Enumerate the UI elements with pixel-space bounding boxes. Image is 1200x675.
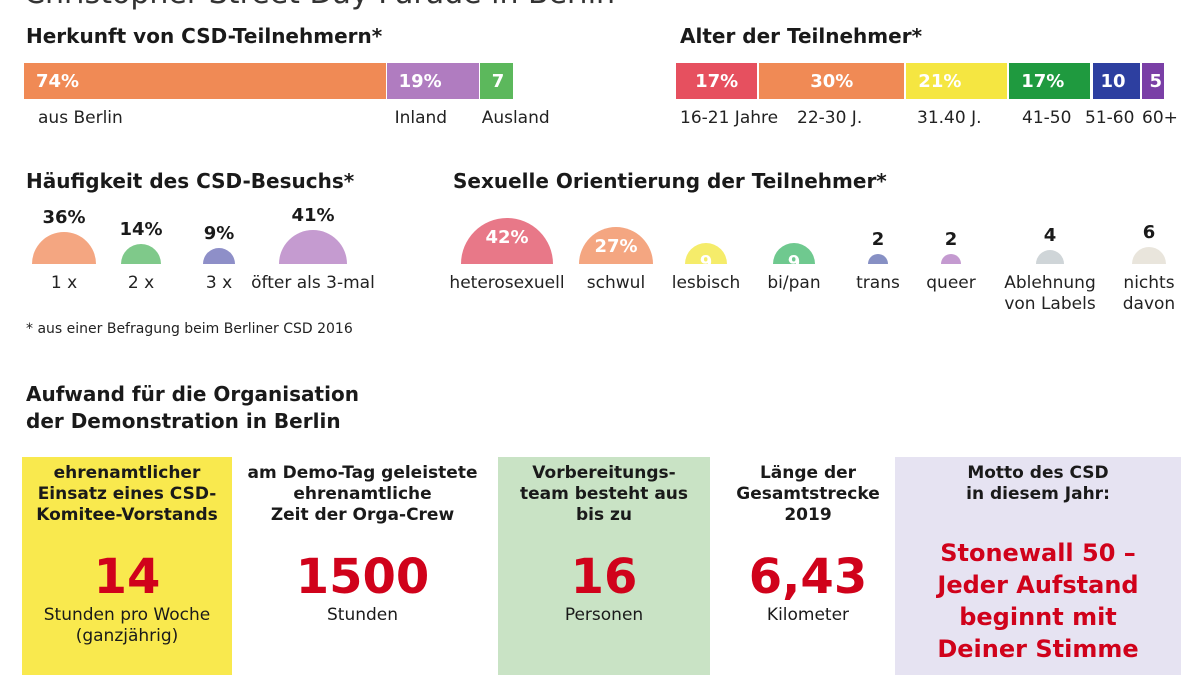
orientation-label-0: heterosexuell: [449, 273, 565, 293]
frequency-label-1: 2 x: [127, 273, 155, 293]
orientation-dome-2: [684, 242, 728, 264]
origin-label-2: Ausland: [481, 108, 550, 128]
orientation-dome-7: [1131, 246, 1167, 264]
frequency-dome-1: [121, 244, 161, 264]
age-label-3: 41-50: [1022, 108, 1072, 128]
age-label-1: 22-30 J.: [797, 108, 863, 128]
orga-title-line2: der Demonstration in Berlin: [26, 409, 341, 433]
age-segment-1: 30%: [759, 63, 905, 99]
box-crew-hours: am Demo-Tag geleistete ehrenamtliche Zei…: [245, 457, 480, 675]
box-board-hours-unit: Stunden pro Woche (ganzjährig): [43, 605, 211, 646]
frequency-label-3: öfter als 3-mal: [251, 273, 375, 293]
frequency-value-1: 14%: [119, 219, 163, 241]
frequency-dome-0: [32, 232, 96, 264]
orga-title-line1: Aufwand für die Organisation: [26, 382, 359, 406]
box-board-hours-title: ehrenamtlicher Einsatz eines CSD- Komite…: [36, 463, 218, 525]
orientation-value-3: 9: [787, 251, 801, 273]
age-segment-4: 10: [1092, 63, 1140, 99]
box-route-length: Länge der Gesamtstrecke 2019 6,43 Kilome…: [722, 457, 894, 675]
frequency-value-0: 36%: [42, 207, 86, 229]
box-motto: Motto des CSD in diesem Jahr: Stonewall …: [895, 457, 1181, 675]
orientation-value-0: 42%: [485, 226, 529, 248]
box-route-length-unit: Kilometer: [766, 605, 850, 625]
origin-segment-0: 74%: [24, 63, 386, 99]
orientation-value-6: 4: [1043, 224, 1057, 246]
age-label-2: 31.40 J.: [917, 108, 982, 128]
orientation-dome-5: [940, 253, 962, 264]
frequency-value-2: 9%: [203, 223, 235, 245]
frequency-dome-3: [279, 230, 347, 264]
orientation-dome-4: [867, 253, 889, 264]
box-team-size-unit: Personen: [564, 605, 644, 625]
orientation-label-4: trans: [856, 273, 900, 293]
box-team-size-title: Vorbereitungs- team besteht aus bis zu: [519, 463, 689, 525]
orientation-label-7: nichts davon: [1122, 273, 1176, 314]
frequency-label-2: 3 x: [205, 273, 233, 293]
origin-segment-2: 7: [479, 63, 513, 99]
box-motto-text: Stonewall 50 – Jeder Aufstand beginnt mi…: [937, 539, 1139, 663]
age-segment-0: 17%: [676, 63, 758, 99]
box-motto-title: Motto des CSD in diesem Jahr:: [966, 463, 1110, 504]
box-board-hours: ehrenamtlicher Einsatz eines CSD- Komite…: [22, 457, 232, 675]
orientation-value-5: 2: [944, 228, 958, 250]
box-crew-hours-number: 1500: [295, 549, 430, 605]
origin-label-1: Inland: [394, 108, 448, 128]
footnote: * aus einer Befragung beim Berliner CSD …: [26, 321, 353, 337]
orientation-label-3: bi/pan: [767, 273, 821, 293]
orientation-label-5: queer: [926, 273, 976, 293]
age-segment-3: 17%: [1009, 63, 1091, 99]
box-crew-hours-unit: Stunden: [326, 605, 399, 625]
orientation-dome-3: [772, 242, 816, 264]
orientation-dome-6: [1035, 249, 1065, 264]
box-route-length-number: 6,43: [748, 549, 868, 605]
chart-frequency-title: Häufigkeit des CSD-Besuchs*: [26, 169, 355, 193]
box-board-hours-number: 14: [93, 549, 161, 605]
origin-segment-1: 19%: [386, 63, 479, 99]
chart-origin-title: Herkunft von CSD-Teilnehmern*: [26, 24, 383, 48]
chart-age-title: Alter der Teilnehmer*: [680, 24, 923, 48]
orientation-value-2: 9: [699, 251, 713, 273]
age-segment-5: 5: [1141, 63, 1164, 99]
box-team-size-number: 16: [570, 549, 638, 605]
age-label-5: 60+: [1142, 108, 1178, 128]
age-label-0: 16-21 Jahre: [680, 108, 779, 128]
chart-orientation-title: Sexuelle Orientierung der Teilnehmer*: [453, 169, 887, 193]
age-label-4: 51-60: [1085, 108, 1135, 128]
orientation-label-6: Ablehnung von Labels: [1004, 273, 1096, 314]
box-team-size: Vorbereitungs- team besteht aus bis zu 1…: [498, 457, 710, 675]
origin-label-0: aus Berlin: [38, 108, 123, 128]
orientation-label-1: schwul: [586, 273, 646, 293]
box-crew-hours-title: am Demo-Tag geleistete ehrenamtliche Zei…: [247, 463, 478, 525]
frequency-value-3: 41%: [291, 205, 335, 227]
orientation-value-7: 6: [1142, 221, 1156, 243]
age-segment-2: 21%: [906, 63, 1008, 99]
frequency-label-0: 1 x: [50, 273, 78, 293]
orientation-value-4: 2: [871, 228, 885, 250]
orientation-label-2: lesbisch: [671, 273, 741, 293]
orientation-value-1: 27%: [594, 236, 638, 258]
page-title: Christopher Street Day Parade in Berlin: [24, 0, 615, 11]
frequency-dome-2: [203, 248, 235, 264]
box-route-length-title: Länge der Gesamtstrecke 2019: [736, 463, 880, 525]
